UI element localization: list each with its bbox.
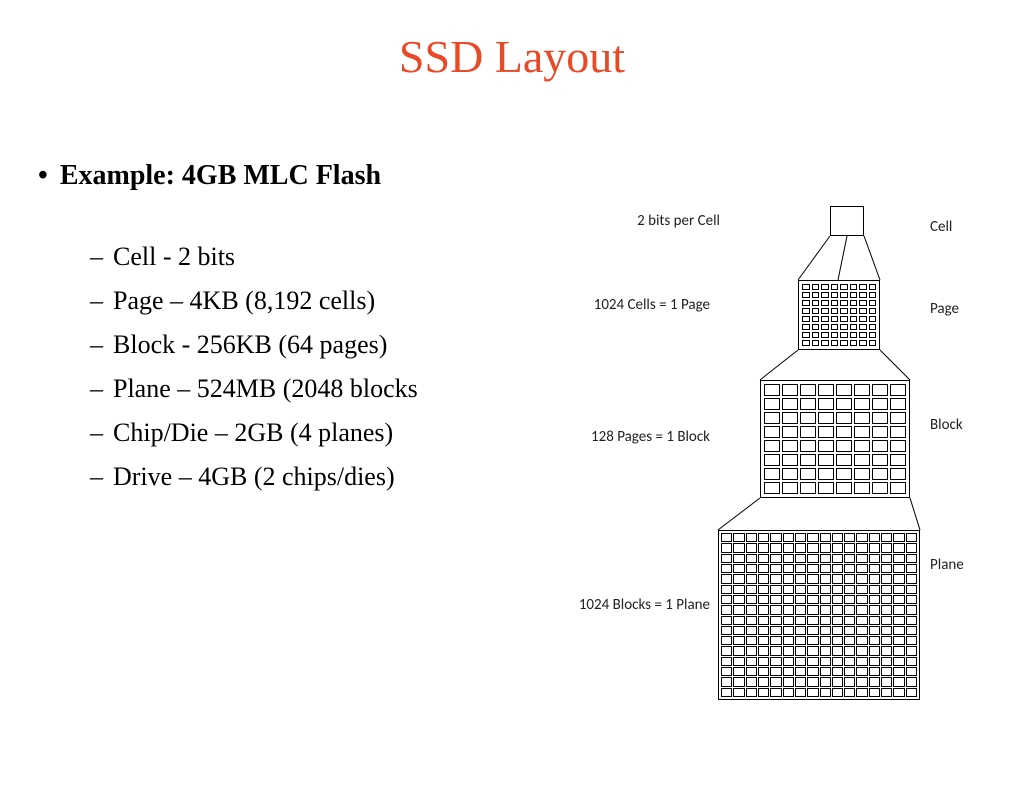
list-item: Page – 4KB (8,192 cells): [90, 286, 570, 316]
diagram-right-label: Cell: [930, 218, 952, 236]
diagram-left-label: 1024 Cells = 1 Page: [560, 296, 710, 314]
list-item-text: Drive – 4GB (2 chips/dies): [113, 462, 395, 492]
content-area: Example: 4GB MLC Flash Cell - 2 bits Pag…: [30, 160, 570, 506]
diagram-left-label: 128 Pages = 1 Block: [560, 428, 710, 446]
list-item: Block - 256KB (64 pages): [90, 330, 570, 360]
diagram-cell-box: [830, 206, 864, 236]
diagram-grid-box: [798, 280, 880, 350]
list-item-text: Plane – 524MB (2048 blocks: [113, 374, 418, 404]
sub-list: Cell - 2 bits Page – 4KB (8,192 cells) B…: [90, 242, 570, 492]
diagram-right-label: Page: [930, 300, 959, 318]
diagram-grid-box: [718, 530, 920, 700]
page-title: SSD Layout: [0, 30, 1024, 83]
list-item-text: Block - 256KB (64 pages): [113, 330, 387, 360]
list-item-text: Chip/Die – 2GB (4 planes): [113, 418, 393, 448]
list-item: Plane – 524MB (2048 blocks: [90, 374, 570, 404]
list-item-text: Page – 4KB (8,192 cells): [113, 286, 375, 316]
list-item: Cell - 2 bits: [90, 242, 570, 272]
diagram-left-label: 1024 Blocks = 1 Plane: [560, 596, 710, 614]
list-item: Drive – 4GB (2 chips/dies): [90, 462, 570, 492]
main-bullet: Example: 4GB MLC Flash: [38, 160, 570, 192]
list-item: Chip/Die – 2GB (4 planes): [90, 418, 570, 448]
list-item-text: Cell - 2 bits: [113, 242, 235, 272]
diagram-right-label: Plane: [930, 556, 964, 574]
main-bullet-text: Example: 4GB MLC Flash: [60, 160, 381, 192]
diagram-grid-box: [760, 380, 910, 498]
diagram-right-label: Block: [930, 416, 963, 434]
diagram-left-label: 2 bits per Cell: [570, 212, 720, 230]
ssd-hierarchy-diagram: 2 bits per Cell Cell 1024 Cells = 1 Page Pa…: [560, 200, 1020, 740]
